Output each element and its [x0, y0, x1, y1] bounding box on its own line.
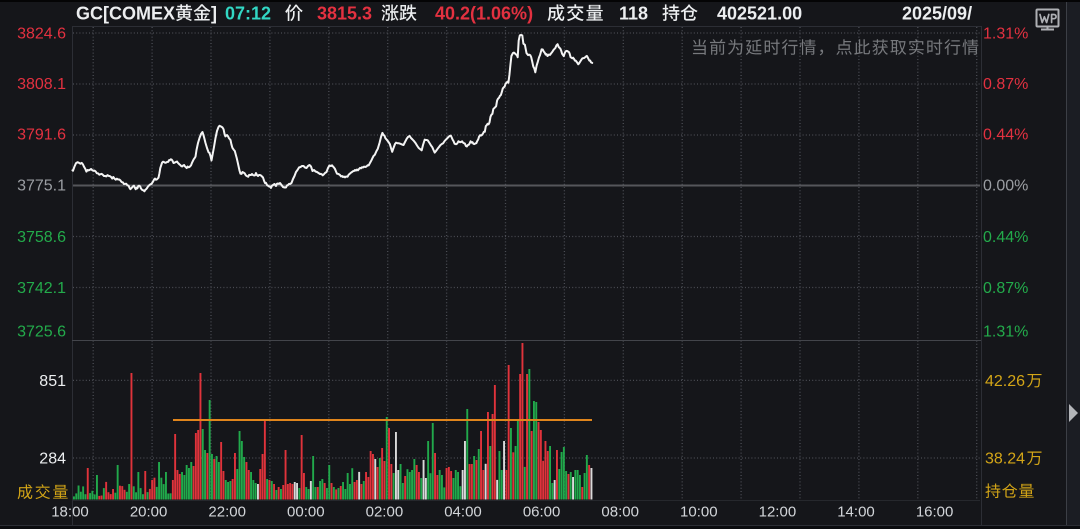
- svg-text:0.44%: 0.44%: [983, 229, 1028, 246]
- svg-text:3808.1: 3808.1: [17, 76, 66, 93]
- svg-text:0.87%: 0.87%: [983, 76, 1028, 93]
- svg-text:3758.6: 3758.6: [17, 229, 66, 246]
- svg-text:2025/09/: 2025/09/: [902, 4, 972, 24]
- svg-text:00:00: 00:00: [287, 504, 325, 521]
- svg-text:1.31%: 1.31%: [983, 324, 1028, 341]
- svg-text:0.00%: 0.00%: [983, 178, 1028, 195]
- svg-text:0.87%: 0.87%: [983, 280, 1028, 297]
- svg-text:0.44%: 0.44%: [983, 127, 1028, 144]
- svg-text:118: 118: [619, 4, 648, 24]
- svg-text:22:00: 22:00: [208, 504, 246, 521]
- svg-text:3824.6: 3824.6: [17, 26, 66, 43]
- svg-text:GC[COMEX: GC[COMEX: [76, 4, 175, 24]
- svg-text:40.2(1.06%): 40.2(1.06%): [435, 4, 533, 24]
- svg-text:20:00: 20:00: [130, 504, 168, 521]
- svg-text:16:00: 16:00: [916, 504, 954, 521]
- svg-text:402521.00: 402521.00: [717, 4, 802, 24]
- svg-text:851: 851: [39, 373, 66, 390]
- svg-text:08:00: 08:00: [601, 504, 639, 521]
- svg-text:06:00: 06:00: [523, 504, 561, 521]
- svg-text:12:00: 12:00: [759, 504, 797, 521]
- svg-text:]: ]: [211, 4, 217, 24]
- svg-text:38.24: 38.24: [985, 451, 1025, 468]
- svg-text:1.31%: 1.31%: [983, 26, 1028, 43]
- svg-text:3742.1: 3742.1: [17, 280, 66, 297]
- svg-text:3775.1: 3775.1: [17, 178, 66, 195]
- svg-text:18:00: 18:00: [51, 504, 89, 521]
- svg-text:14:00: 14:00: [837, 504, 875, 521]
- svg-text:3725.6: 3725.6: [17, 324, 66, 341]
- svg-text:04:00: 04:00: [444, 504, 482, 521]
- svg-text:3815.3: 3815.3: [317, 4, 372, 24]
- svg-text:284: 284: [39, 451, 66, 468]
- svg-text:3791.6: 3791.6: [17, 127, 66, 144]
- svg-text:02:00: 02:00: [366, 504, 404, 521]
- svg-text:10:00: 10:00: [680, 504, 718, 521]
- svg-text:07:12: 07:12: [225, 4, 271, 24]
- svg-text:42.26: 42.26: [985, 373, 1025, 390]
